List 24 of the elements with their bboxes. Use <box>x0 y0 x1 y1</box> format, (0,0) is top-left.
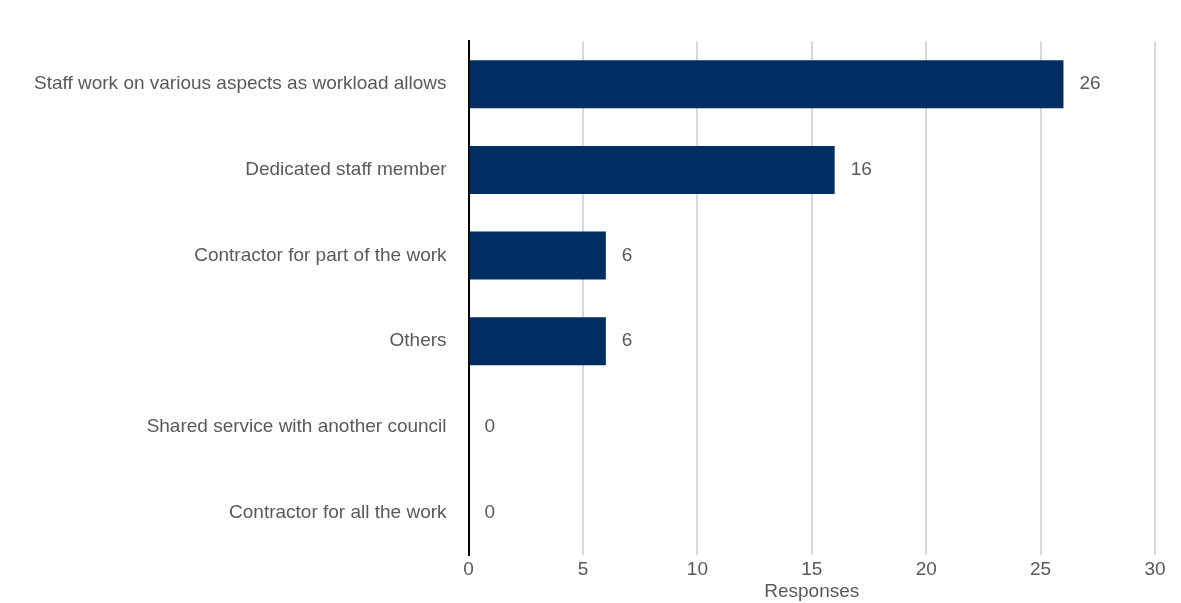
data-label: 16 <box>850 158 872 180</box>
y-tick-label: Dedicated staff member <box>245 158 448 180</box>
x-tick-label: 10 <box>686 558 708 580</box>
y-tick-label: Staff work on various aspects as workload allows <box>33 72 447 94</box>
x-tick-label: 15 <box>801 558 823 580</box>
x-tick-label: 20 <box>915 558 937 580</box>
y-tick-label: Contractor for all the work <box>229 500 448 522</box>
x-tick-label: 0 <box>463 558 474 580</box>
data-label: 6 <box>621 243 633 265</box>
data-label: 0 <box>484 415 496 437</box>
x-axis-title: Responses <box>764 579 860 601</box>
x-tick-label: 30 <box>1144 558 1166 580</box>
data-label: 26 <box>1079 72 1101 94</box>
data-label: 6 <box>621 329 633 351</box>
y-tick-label: Contractor for part of the work <box>194 243 448 265</box>
x-tick-label: 25 <box>1030 558 1052 580</box>
bar <box>469 231 606 280</box>
bar <box>469 60 1064 109</box>
x-tick-label: 5 <box>577 558 589 580</box>
bar <box>469 145 835 194</box>
y-tick-label: Others <box>389 329 447 351</box>
data-label: 0 <box>484 500 496 522</box>
bar <box>469 317 606 366</box>
y-tick-label: Shared service with another council <box>146 415 447 437</box>
